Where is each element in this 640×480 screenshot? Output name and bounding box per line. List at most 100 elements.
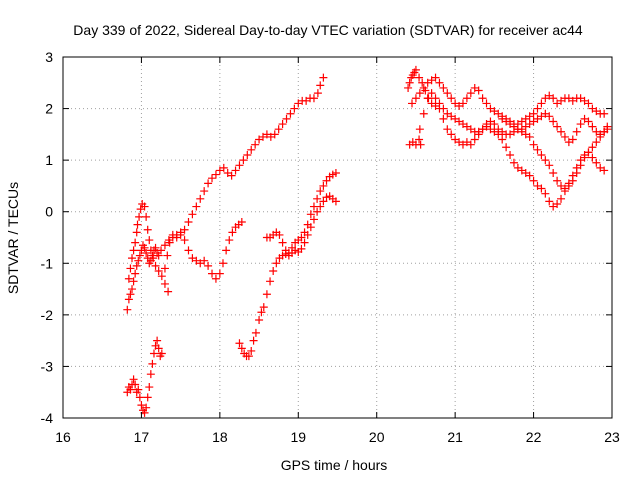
data-point [588, 153, 597, 162]
data-point [331, 197, 340, 206]
data-point [200, 187, 209, 196]
data-point [553, 122, 562, 131]
data-point [274, 125, 283, 134]
data-point [466, 140, 475, 149]
data-point [545, 161, 554, 170]
data-point [572, 169, 581, 178]
data-point [227, 171, 236, 180]
data-point [143, 393, 152, 402]
data-point [572, 127, 581, 136]
data-point [564, 181, 573, 190]
data-point [160, 264, 169, 273]
data-point [180, 236, 189, 245]
y-tick-label: -2 [41, 307, 54, 323]
y-tick-label: -1 [41, 255, 54, 271]
y-tick-label: 1 [45, 152, 53, 168]
data-point [278, 120, 287, 129]
data-point [502, 143, 511, 152]
data-point [140, 243, 149, 252]
data-point [126, 264, 135, 273]
data-point [435, 104, 444, 113]
tick-marks [62, 56, 613, 419]
data-point [537, 99, 546, 108]
data-point [331, 169, 340, 178]
data-point [319, 73, 328, 82]
data-point [576, 161, 585, 170]
data-point [525, 132, 534, 141]
data-point [222, 246, 231, 255]
data-point [316, 81, 325, 90]
data-point [188, 210, 197, 219]
data-point [129, 246, 138, 255]
data-point [176, 230, 185, 239]
data-point [124, 274, 133, 283]
data-point [474, 86, 483, 95]
plot-frame [62, 56, 613, 419]
data-point [588, 122, 597, 131]
data-point [204, 261, 213, 270]
data-point [439, 83, 448, 92]
data-point [282, 114, 291, 123]
data-point [151, 243, 160, 252]
data-point [164, 287, 173, 296]
data-point [482, 99, 491, 108]
data-point [576, 120, 585, 129]
data-point [549, 169, 558, 178]
data-point [419, 109, 428, 118]
data-point [278, 238, 287, 247]
data-point [419, 83, 428, 92]
data-point [164, 236, 173, 245]
data-point [288, 243, 297, 252]
data-point [142, 248, 151, 257]
data-point [129, 277, 138, 286]
data-point [196, 194, 205, 203]
data-point [132, 261, 141, 270]
data-point [128, 254, 137, 263]
data-point [313, 89, 322, 98]
data-point [160, 279, 169, 288]
data-point [447, 130, 456, 139]
x-tick-label: 18 [212, 429, 228, 445]
y-tick-label: 2 [45, 101, 53, 117]
data-point [443, 125, 452, 134]
data-point [257, 308, 266, 317]
data-point [286, 109, 295, 118]
data-point [129, 375, 138, 384]
data-point [431, 94, 440, 103]
data-point [235, 339, 244, 348]
data-point [560, 132, 569, 141]
data-points [123, 65, 612, 417]
data-point [251, 328, 260, 337]
data-point [218, 259, 227, 268]
data-point [408, 99, 417, 108]
data-point [204, 179, 213, 188]
data-point [128, 285, 137, 294]
data-point [247, 145, 256, 154]
y-tick-label: 3 [45, 49, 53, 65]
data-point [297, 244, 306, 253]
data-point [316, 187, 325, 196]
data-point [244, 352, 253, 361]
data-point [272, 259, 281, 268]
data-point [498, 135, 507, 144]
data-point [592, 158, 601, 167]
x-tick-labels: 16 17 18 19 20 21 22 23 [55, 429, 620, 445]
data-point [137, 401, 146, 410]
data-point [157, 272, 166, 281]
y-tick-label: 0 [45, 204, 53, 220]
data-point [228, 228, 237, 237]
data-point [184, 218, 193, 227]
series-track-a [124, 192, 340, 361]
data-point [533, 145, 542, 154]
y-axis-label: SDTVAR / TECUs [5, 182, 21, 294]
data-point [239, 156, 248, 165]
data-point [405, 78, 414, 87]
data-point [435, 78, 444, 87]
data-point [404, 83, 413, 92]
data-point [262, 290, 271, 299]
data-point [200, 256, 209, 265]
data-point [131, 380, 140, 389]
data-point [427, 89, 436, 98]
data-point [411, 94, 420, 103]
data-point [154, 344, 163, 353]
